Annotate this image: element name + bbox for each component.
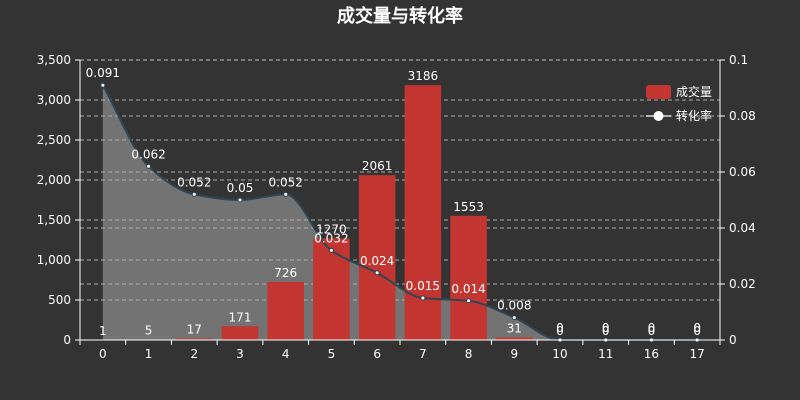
volume-bars: [84, 85, 533, 341]
axes: 05001,0001,5002,0002,5003,0003,50000.020…: [37, 53, 756, 361]
conversion-point: [283, 191, 289, 197]
bar-value-label: 5: [145, 324, 153, 338]
conversion-point: [237, 197, 243, 203]
conversion-area-fill: [102, 85, 698, 340]
rate-value-label: 0.091: [86, 66, 120, 80]
rate-value-label: 0: [556, 321, 564, 335]
rate-value-label: 0.008: [497, 299, 531, 313]
volume-bar: [404, 85, 442, 341]
bar-value-label: 0: [556, 324, 564, 338]
left-tick-label: 3,500: [37, 53, 71, 67]
conversion-point: [146, 163, 152, 169]
volume-bar: [496, 337, 533, 340]
bar-value-label: 0: [693, 324, 701, 338]
rate-value-label: 0: [648, 321, 656, 335]
legend-label-volume: 成交量: [676, 84, 712, 99]
bar-value-label: 171: [229, 310, 252, 324]
x-tick-label: 9: [510, 347, 518, 361]
volume-bar: [358, 175, 396, 340]
bar-value-label: 1: [99, 324, 107, 338]
rate-value-label: 0.052: [177, 175, 211, 189]
rate-value-label: 0.014: [451, 282, 485, 296]
x-tick-label: 0: [99, 347, 107, 361]
rate-value-label: 0.032: [314, 231, 348, 245]
volume-bar: [313, 238, 350, 340]
x-tick-label: 1: [145, 347, 153, 361]
right-tick-label: 0.1: [729, 53, 748, 67]
volume-bar: [221, 326, 259, 340]
conversion-point: [328, 247, 334, 253]
rate-value-label: 0: [693, 321, 701, 335]
conversion-point: [191, 191, 197, 197]
conversion-point: [511, 315, 517, 321]
x-tick-label: 10: [552, 347, 567, 361]
conversion-point: [100, 82, 106, 88]
x-tick-label: 5: [328, 347, 336, 361]
x-tick-label: 16: [644, 347, 659, 361]
right-tick-label: 0.04: [729, 221, 756, 235]
right-tick-label: 0.02: [729, 277, 756, 291]
bar-value-label: 17: [187, 323, 202, 337]
left-tick-label: 0: [63, 333, 71, 347]
data-labels: 1 5 17 171 726 1270 2061 3186 1553 31 0 0 0 0 0.091 0.0…: [86, 66, 701, 338]
x-tick-label: 6: [373, 347, 381, 361]
x-tick-label: 11: [598, 347, 613, 361]
conversion-point: [374, 270, 380, 276]
right-tick-label: 0.06: [729, 165, 756, 179]
legend-label-rate: 转化率: [676, 108, 712, 123]
legend-swatch-volume: [646, 85, 671, 99]
rate-value-label: 0.015: [406, 279, 440, 293]
right-tick-label: 0: [729, 333, 737, 347]
left-tick-label: 500: [48, 293, 71, 307]
right-tick-label: 0.08: [729, 109, 756, 123]
rate-value-label: 0: [602, 321, 610, 335]
left-tick-label: 2,500: [37, 133, 71, 147]
left-tick-label: 3,000: [37, 93, 71, 107]
rate-value-label: 0.05: [227, 181, 254, 195]
bar-value-label: 31: [507, 322, 522, 336]
conversion-area: [102, 85, 698, 340]
x-tick-label: 2: [190, 347, 198, 361]
volume-bar: [450, 215, 487, 340]
legend-swatch-rate: [653, 111, 664, 121]
x-tick-label: 7: [419, 347, 427, 361]
chart-title: 成交量与转化率: [337, 5, 463, 27]
x-tick-label: 3: [236, 347, 244, 361]
left-tick-label: 1,000: [37, 253, 71, 267]
bar-value-label: 0: [602, 324, 610, 338]
left-tick-label: 1,500: [37, 213, 71, 227]
volume-bar: [267, 281, 304, 340]
rate-value-label: 0.052: [269, 175, 303, 189]
left-tick-label: 2,000: [37, 173, 71, 187]
bar-value-label: 2061: [362, 159, 393, 173]
bar-value-label: 3186: [408, 69, 439, 83]
bar-value-label: 0: [648, 324, 656, 338]
conversion-point: [420, 295, 426, 301]
rate-value-label: 0.062: [131, 147, 165, 161]
bar-value-label: 726: [274, 266, 297, 280]
bar-value-label: 1270: [316, 222, 347, 236]
bar-value-label: 1553: [453, 200, 484, 214]
x-tick-label: 4: [282, 347, 290, 361]
x-tick-label: 8: [465, 347, 473, 361]
volume-bar: [176, 338, 213, 340]
conversion-point: [466, 298, 472, 304]
x-tick-label: 17: [690, 347, 705, 361]
rate-value-label: 0.024: [360, 254, 394, 268]
